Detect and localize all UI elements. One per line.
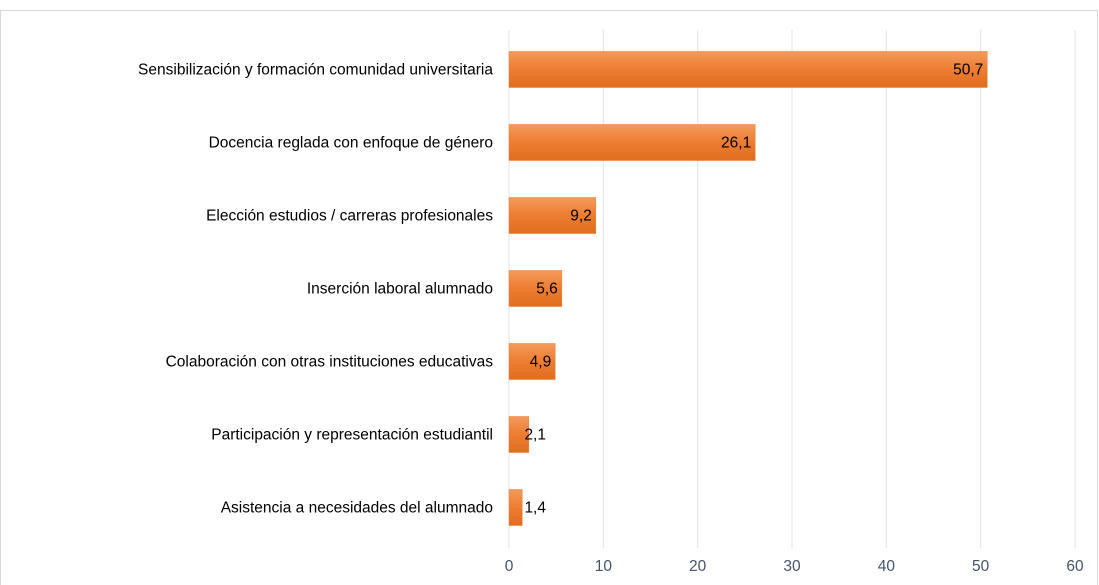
chart-border [0, 10, 1098, 585]
value-label: 4,9 [530, 354, 552, 371]
x-tick-label: 50 [972, 558, 990, 575]
x-tick-label: 60 [1066, 558, 1084, 575]
value-label: 9,2 [570, 208, 592, 225]
bar [508, 51, 988, 88]
bar [508, 343, 556, 380]
y-tick-label: Docencia reglada con enfoque de género [209, 135, 493, 152]
y-tick-label: Asistencia a necesidades del alumnado [221, 500, 493, 517]
x-tick-label: 40 [878, 558, 896, 575]
bar [508, 489, 523, 526]
bar [508, 197, 597, 234]
x-tick-label: 10 [595, 558, 613, 575]
value-label: 5,6 [536, 281, 558, 298]
x-tick-label: 20 [689, 558, 707, 575]
value-label: 2,1 [524, 427, 546, 444]
value-label: 1,4 [524, 500, 546, 517]
y-tick-label: Inserción laboral alumnado [307, 281, 493, 298]
x-tick-label: 0 [505, 558, 514, 575]
y-tick-label: Colaboración con otras instituciones edu… [166, 354, 494, 371]
value-label: 26,1 [721, 135, 751, 152]
y-tick-label: Elección estudios / carreras profesional… [206, 208, 493, 225]
y-tick-label: Participación y representación estudiant… [211, 427, 493, 444]
y-tick-label: Sensibilización y formación comunidad un… [138, 62, 493, 79]
bar [508, 124, 756, 161]
value-label: 50,7 [953, 62, 983, 79]
bar [508, 270, 563, 307]
bar [508, 416, 530, 453]
x-tick-label: 30 [783, 558, 801, 575]
